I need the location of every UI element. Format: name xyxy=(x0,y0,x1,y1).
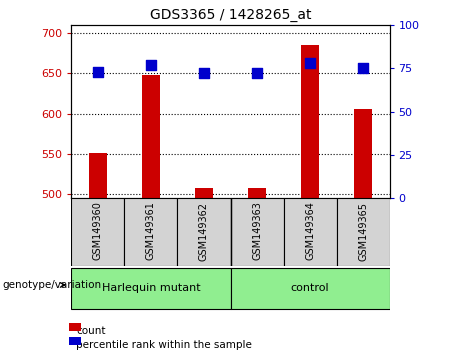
FancyBboxPatch shape xyxy=(230,198,284,266)
FancyBboxPatch shape xyxy=(71,268,230,309)
FancyBboxPatch shape xyxy=(71,198,124,266)
Text: Harlequin mutant: Harlequin mutant xyxy=(102,282,200,293)
FancyBboxPatch shape xyxy=(177,198,230,266)
Text: count: count xyxy=(76,326,106,336)
FancyBboxPatch shape xyxy=(230,268,390,309)
FancyBboxPatch shape xyxy=(124,198,177,266)
Bar xyxy=(301,45,319,198)
Bar xyxy=(354,109,372,198)
Text: GSM149364: GSM149364 xyxy=(305,202,315,261)
Bar xyxy=(195,188,213,198)
Bar xyxy=(142,75,160,198)
Point xyxy=(200,70,207,76)
Point xyxy=(148,62,155,68)
Text: GSM149361: GSM149361 xyxy=(146,202,156,261)
Text: control: control xyxy=(291,282,329,293)
Point xyxy=(94,69,101,74)
Bar xyxy=(89,153,107,198)
Point xyxy=(359,65,366,71)
Point xyxy=(306,60,313,66)
Text: GSM149365: GSM149365 xyxy=(358,202,368,261)
Bar xyxy=(248,188,266,198)
Point xyxy=(254,70,261,76)
Text: GSM149360: GSM149360 xyxy=(93,202,103,261)
FancyBboxPatch shape xyxy=(284,198,337,266)
Text: percentile rank within the sample: percentile rank within the sample xyxy=(76,340,252,350)
Text: genotype/variation: genotype/variation xyxy=(2,280,101,290)
Text: GSM149362: GSM149362 xyxy=(199,202,209,261)
FancyBboxPatch shape xyxy=(337,198,390,266)
Title: GDS3365 / 1428265_at: GDS3365 / 1428265_at xyxy=(150,8,311,22)
Text: GSM149363: GSM149363 xyxy=(252,202,262,261)
